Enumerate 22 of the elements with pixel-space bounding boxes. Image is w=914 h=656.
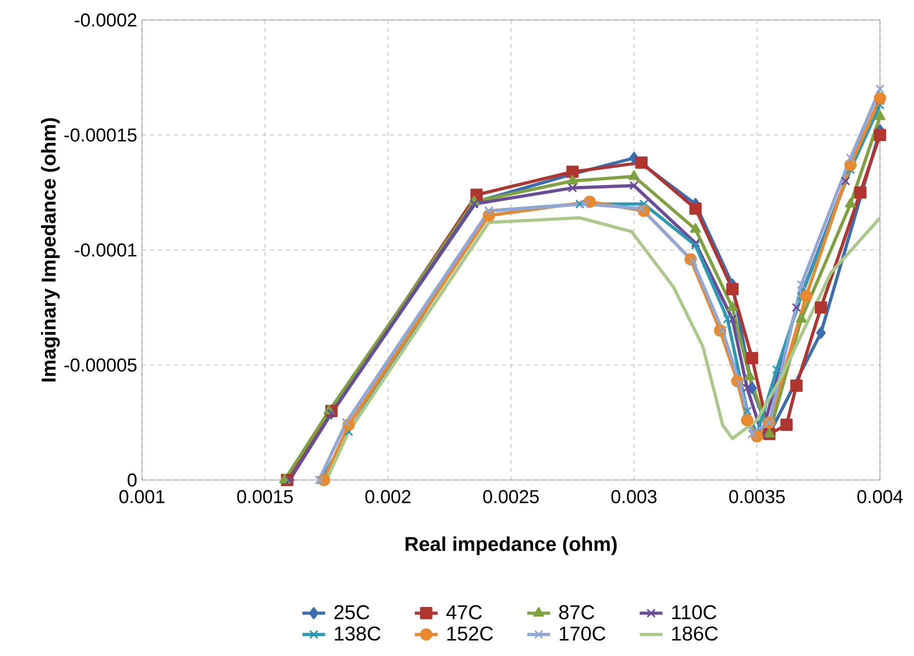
legend-label: 47C [446,605,482,620]
legend-label: 138C [334,626,380,641]
y-tick-label: -0.0001 [74,243,136,257]
x-tick-label: 0.0015 [237,490,293,504]
legend-label: 170C [560,626,606,641]
y-tick-label: 0 [128,473,137,487]
x-tick-label: 0.002 [365,490,410,504]
y-axis-title: Imaginary Impedance (ohm) [41,118,60,382]
legend-label: 87C [559,605,594,620]
legend-label: 25C [334,605,370,620]
legend-label: 186C [672,626,718,641]
x-axis-title: Real impedance (ohm) [406,536,617,556]
y-tick-label: -0.0002 [74,13,136,27]
y-tick-label: -0.00015 [64,128,136,142]
y-tick-label: -0.00005 [64,358,136,372]
x-tick-label: 0.0035 [729,490,785,504]
x-tick-label: 0.003 [611,490,657,504]
x-tick-label: 0.001 [119,490,164,504]
x-tick-label: 0.0025 [483,490,539,504]
legend-label: 110C [672,605,716,620]
x-tick-label: 0.004 [857,490,903,504]
legend-label: 152C [447,626,493,641]
